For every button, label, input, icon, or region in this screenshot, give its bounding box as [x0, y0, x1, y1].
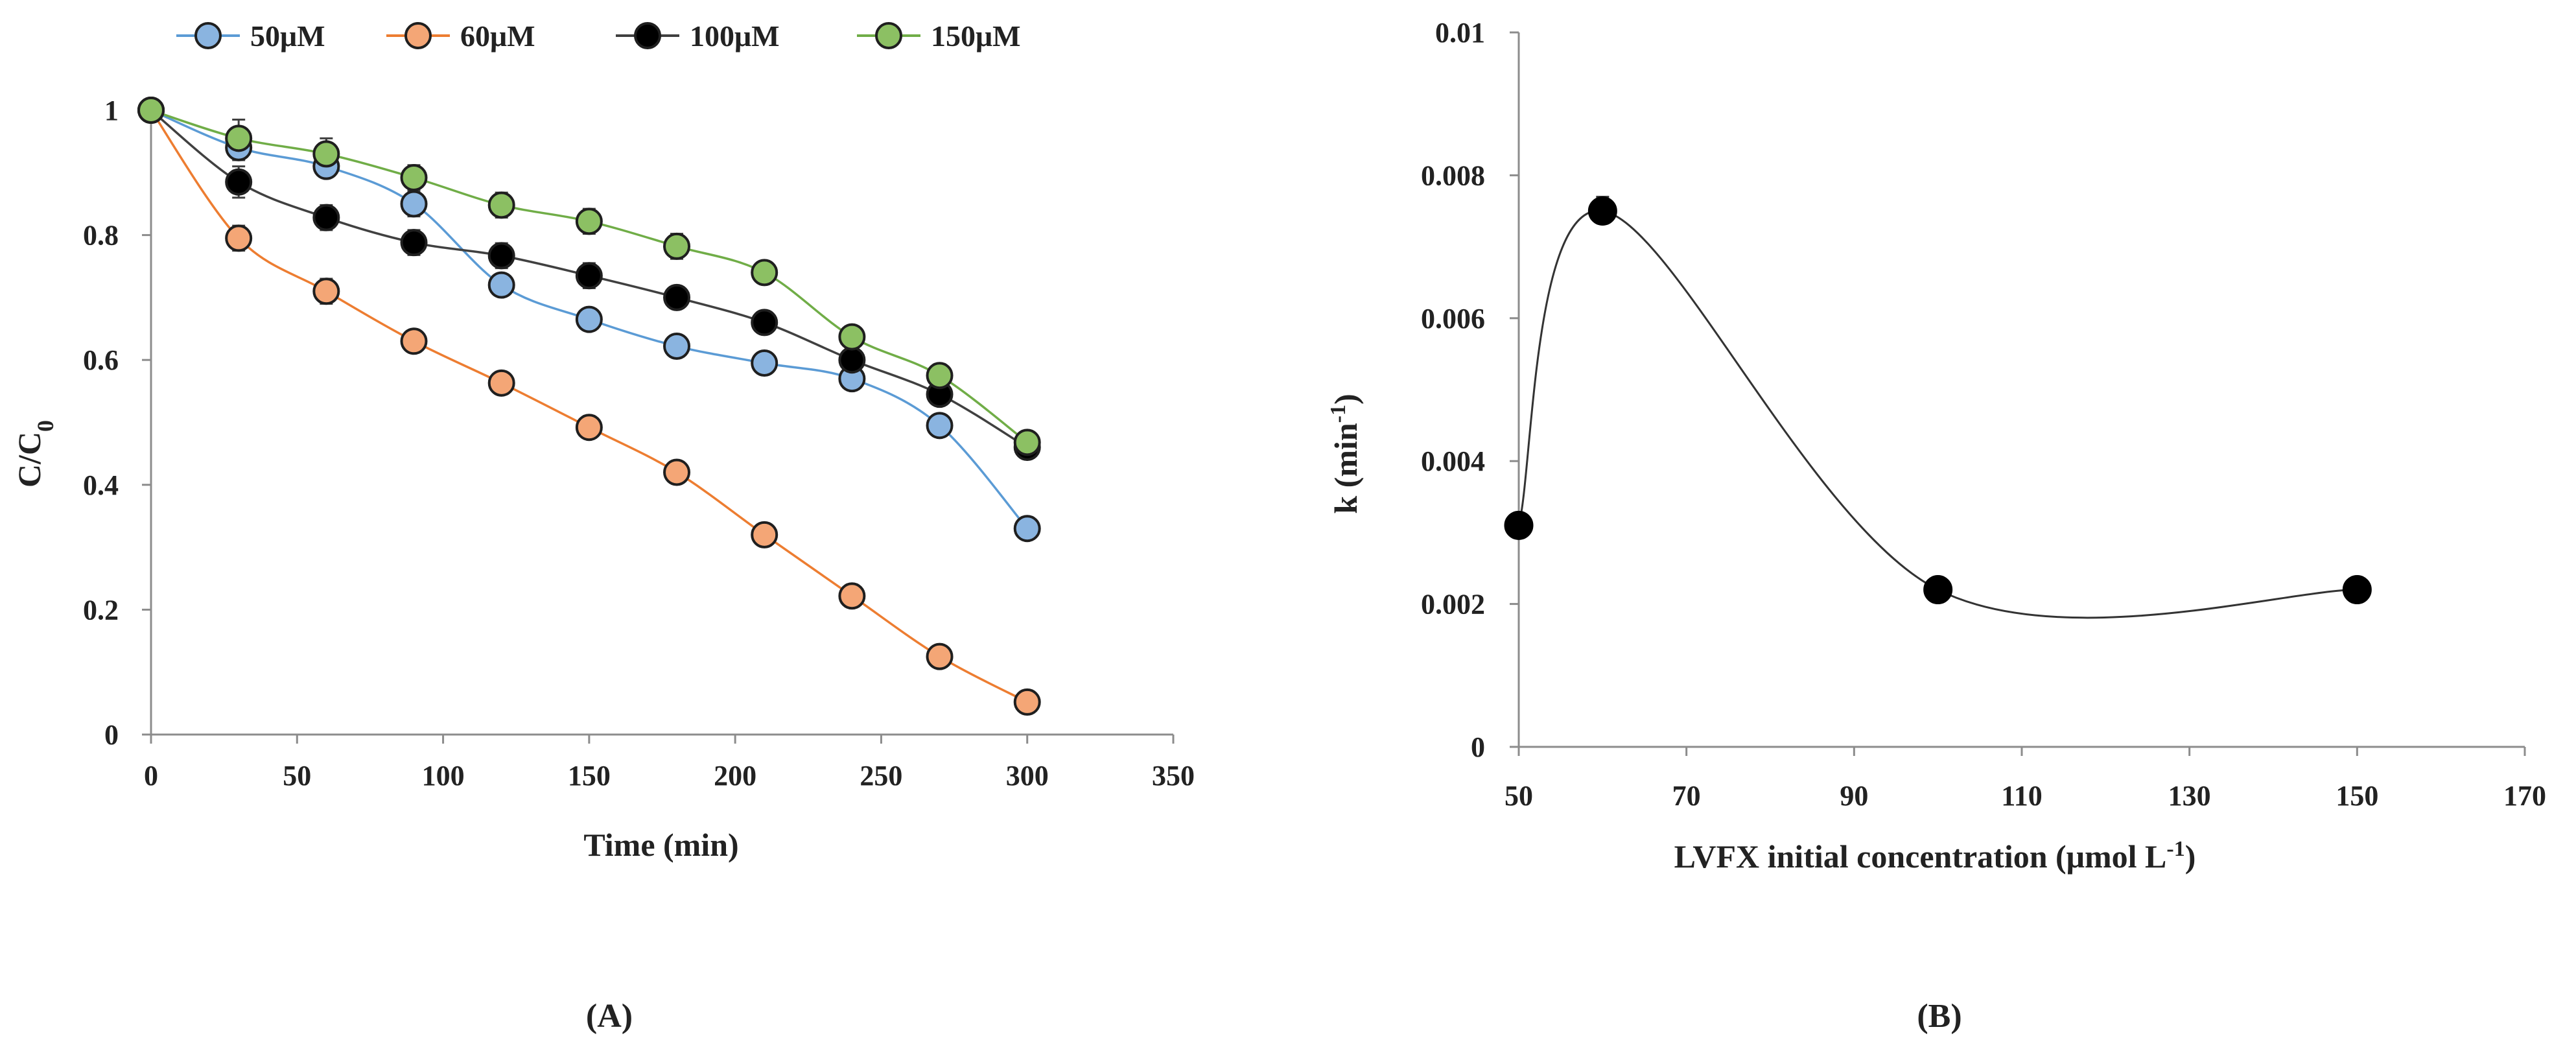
- panel-b-data-point: [1587, 196, 1617, 226]
- panel-b-x-axis-title: LVFX initial concentration (μmol L-1): [1674, 837, 2196, 875]
- panel-a-data-point: [751, 349, 779, 377]
- panel-a-data-point: [663, 333, 691, 360]
- panel-b-x-tick-label: 50: [1505, 780, 1533, 812]
- panel-a-x-tick-label: 200: [714, 760, 756, 792]
- panel-a-legend: 50μM 60μM 100μM 150μM: [176, 19, 1021, 53]
- panel-a-data-point: [487, 271, 515, 299]
- panel-a-data-point: [1013, 429, 1041, 456]
- panel-a-data-point: [575, 305, 603, 333]
- panel-a-legend-marker: [634, 22, 661, 49]
- panel-a-data-point: [751, 259, 779, 287]
- panel-a-data-point: [575, 207, 603, 235]
- panel-a-x-tick-label: 150: [568, 760, 611, 792]
- panel-a-y-axis-title: C/C0: [11, 420, 58, 488]
- panel-a-data-point: [838, 346, 866, 374]
- panel-a-data-point: [926, 642, 954, 670]
- panel-a-data-point: [400, 164, 428, 192]
- panel-a-data-point: [1013, 515, 1041, 543]
- panel-a-data-point: [400, 229, 428, 257]
- panel-a-legend-marker: [194, 22, 222, 49]
- panel-b-y-tick-label: 0.004: [1421, 445, 1485, 477]
- panel-a-legend-label: 60μM: [460, 19, 535, 53]
- panel-a-y-axis-title-subscript: 0: [32, 420, 58, 432]
- panel-a-x-axis-title: Time (min): [583, 827, 738, 863]
- panel-b-x-tick-label: 70: [1672, 780, 1701, 812]
- panel-a-data-point: [487, 242, 515, 270]
- panel-b-axes: 50 70 90 110 130 150 170 0 0.002 0.004 0.006 0.008 0…: [1421, 17, 2546, 812]
- panel-a-x-tick-label: 50: [283, 760, 311, 792]
- panel-a-data-point: [312, 277, 340, 305]
- panel-b-fit-curve: [1517, 209, 2358, 619]
- panel-b-plot-area: [1504, 195, 2372, 619]
- panel-a-y-tick-label: 0: [104, 719, 119, 751]
- panel-a-data-point: [575, 262, 603, 290]
- panel-a-x-tick-label: 300: [1006, 760, 1049, 792]
- panel-a-series-line: [150, 110, 1028, 703]
- panel-a-data-point: [575, 414, 603, 442]
- panel-b-y-tick-label: 0.01: [1435, 17, 1485, 49]
- panel-a-legend-marker: [404, 22, 432, 49]
- panel-a-data-point: [926, 362, 954, 390]
- panel-a-y-tick-label: 0.2: [83, 594, 119, 626]
- panel-a-x-tick-label: 250: [860, 760, 902, 792]
- panel-a-legend-label: 100μM: [690, 19, 780, 53]
- panel-a-data-point: [1013, 688, 1041, 716]
- panel-b-y-tick-label: 0.006: [1421, 303, 1485, 335]
- panel-b-x-tick-label: 90: [1840, 780, 1868, 812]
- panel-b-x-tick-label: 170: [2503, 780, 2546, 812]
- panel-a-plot-area: [137, 97, 1041, 716]
- panel-b-chart: 50 70 90 110 130 150 170 0 0.002 0.004 0.006 0.008 0…: [1326, 17, 2547, 1035]
- panel-a-y-tick-label: 0.6: [83, 344, 119, 376]
- panel-a-data-point: [663, 283, 691, 311]
- panel-a-data-point: [400, 190, 428, 218]
- panel-a-data-point: [751, 521, 779, 548]
- panel-b-y-axis-title-superscript: -1: [1326, 405, 1350, 423]
- panel-b-x-tick-label: 150: [2336, 780, 2378, 812]
- panel-a-data-point: [663, 232, 691, 260]
- panel-a-data-point: [751, 309, 779, 336]
- panel-a-axes: 0 50 100 150 200 250 300 350 0 0.2 0.4 0.6 0.8 1: [83, 95, 1195, 792]
- panel-a-data-point: [838, 323, 866, 351]
- panel-a-data-point: [225, 224, 253, 252]
- panel-a-x-tick-label: 350: [1152, 760, 1195, 792]
- panel-b-label: (B): [1917, 998, 1961, 1035]
- panel-a-data-point: [312, 204, 340, 231]
- panel-a-y-tick-label: 0.8: [83, 220, 119, 252]
- panel-b-x-axis-title-superscript: -1: [2166, 837, 2184, 861]
- panel-a-legend-marker: [875, 22, 902, 49]
- panel-a-data-point: [225, 124, 253, 152]
- panel-a-data-point: [926, 412, 954, 440]
- panel-a-data-point: [838, 582, 866, 610]
- panel-b-y-tick-label: 0.002: [1421, 589, 1485, 620]
- panel-a-data-point: [137, 97, 165, 124]
- panel-b-y-tick-label: 0.008: [1421, 159, 1485, 191]
- panel-a-y-tick-label: 1: [104, 95, 119, 126]
- panel-a-legend-label: 50μM: [250, 19, 325, 53]
- panel-a-chart: 50μM 60μM 100μM 150μM 0 50 100 150 200 250 300 350…: [11, 19, 1195, 1035]
- panel-a-data-point: [487, 369, 515, 397]
- panel-b-y-axis-title: k (min-1): [1326, 394, 1364, 513]
- panel-a-data-point: [400, 327, 428, 355]
- panel-b-y-tick-label: 0: [1471, 731, 1485, 763]
- panel-b-data-point: [1923, 575, 1953, 605]
- panel-b-data-point: [2342, 575, 2372, 605]
- panel-a-data-point: [312, 140, 340, 168]
- panel-b-x-tick-label: 110: [2001, 780, 2043, 812]
- panel-a-x-tick-label: 100: [422, 760, 465, 792]
- panel-a-label: (A): [586, 998, 633, 1035]
- panel-b-data-point: [1504, 510, 1534, 540]
- panel-a-x-tick-label: 0: [144, 760, 158, 792]
- panel-a-legend-label: 150μM: [931, 19, 1021, 53]
- panel-a-y-tick-label: 0.4: [83, 469, 119, 501]
- panel-a-data-point: [225, 168, 253, 196]
- panel-a-data-point: [487, 191, 515, 219]
- panel-a-data-point: [663, 458, 691, 486]
- panel-b-x-tick-label: 130: [2168, 780, 2211, 812]
